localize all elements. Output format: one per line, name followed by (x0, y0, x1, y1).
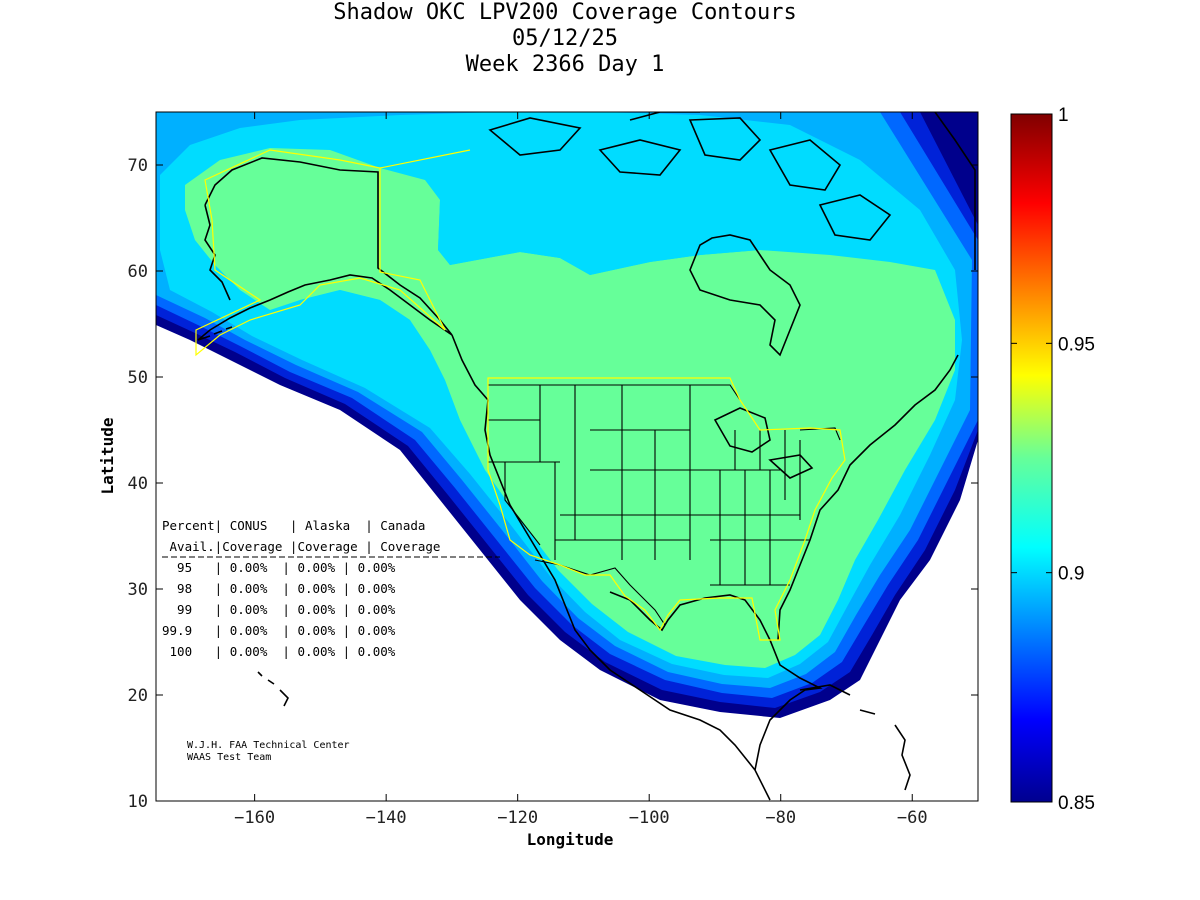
coverage-table-header1: Percent| CONUS | Alaska | Canada (162, 518, 425, 533)
canada-service-boundary (379, 149, 471, 169)
colorbar-tick-label: 0.9 (1058, 564, 1084, 585)
chart-title-line2: 05/12/25 (512, 26, 618, 51)
x-axis-ticks: −160 −140 −120 −100 −80 −60 (234, 112, 928, 828)
y-tick-label: 40 (128, 474, 148, 494)
colorbar (1010, 113, 1053, 803)
coastlines (197, 112, 976, 801)
credit-line2: WAAS Test Team (187, 752, 271, 763)
plot-frame (155, 111, 979, 802)
y-tick-label: 10 (128, 792, 148, 812)
colorbar-tick-label: 0.95 (1058, 334, 1095, 355)
contour-0.91-pacific (300, 290, 415, 355)
y-tick-label: 70 (128, 156, 148, 176)
chart-title-line3: Week 2366 Day 1 (465, 52, 665, 77)
great-lakes (713, 407, 814, 479)
coverage-table-row: 95 | 0.00% | 0.00% | 0.00% (162, 560, 396, 575)
pacific-coast (451, 334, 771, 801)
x-tick-label: −100 (629, 808, 670, 828)
y-tick-label: 20 (128, 686, 148, 706)
y-tick-label: 60 (128, 262, 148, 282)
state-grid-east (690, 430, 810, 586)
contour-0.92 (185, 148, 955, 668)
caribbean (799, 684, 911, 791)
alaska-coast (197, 157, 453, 341)
canada-us-border (488, 384, 841, 441)
coverage-table-row: 99 | 0.00% | 0.00% | 0.00% (162, 602, 396, 617)
chart-title-line1: Shadow OKC LPV200 Coverage Contours (333, 0, 797, 25)
coverage-table-header2: Avail.|Coverage |Coverage | Coverage (162, 539, 440, 554)
y-axis-label: Latitude (98, 417, 117, 494)
x-tick-label: −120 (497, 808, 538, 828)
x-axis-label: Longitude (527, 830, 614, 849)
coverage-contours (156, 112, 978, 718)
x-tick-label: −160 (234, 808, 275, 828)
x-tick-label: −80 (765, 808, 796, 828)
hudson-bay (689, 234, 801, 357)
coverage-table-row: 99.9 | 0.00% | 0.00% | 0.00% (162, 623, 396, 638)
aleutian-islands (197, 326, 233, 341)
x-tick-label: −60 (897, 808, 928, 828)
x-tick-label: −140 (366, 808, 407, 828)
y-axis-ticks: 10 20 30 40 50 60 70 (128, 156, 978, 812)
y-tick-label: 30 (128, 580, 148, 600)
service-area-boundaries (195, 149, 846, 641)
colorbar-tick-label: 0.85 (1058, 793, 1095, 814)
state-grid-west (488, 385, 691, 560)
coverage-table-row: 98 | 0.00% | 0.00% | 0.00% (162, 581, 396, 596)
hawaii (257, 671, 289, 707)
credit-line1: W.J.H. FAA Technical Center (187, 740, 350, 751)
conus-service-boundary (487, 377, 846, 641)
east-coast (609, 354, 959, 771)
coverage-table-row: 100 | 0.00% | 0.00% | 0.00% (162, 644, 396, 659)
colorbar-ticks: 1 0.95 0.9 0.85 (1011, 105, 1095, 814)
y-tick-label: 50 (128, 368, 148, 388)
coverage-table: Percent| CONUS | Alaska | Canada Avail.|… (162, 518, 500, 659)
colorbar-tick-label: 1 (1058, 105, 1069, 126)
arctic-islands (488, 112, 892, 241)
contour-0.91-canada (438, 165, 820, 275)
greenland-edge (934, 112, 976, 270)
nevada-california (504, 462, 541, 546)
